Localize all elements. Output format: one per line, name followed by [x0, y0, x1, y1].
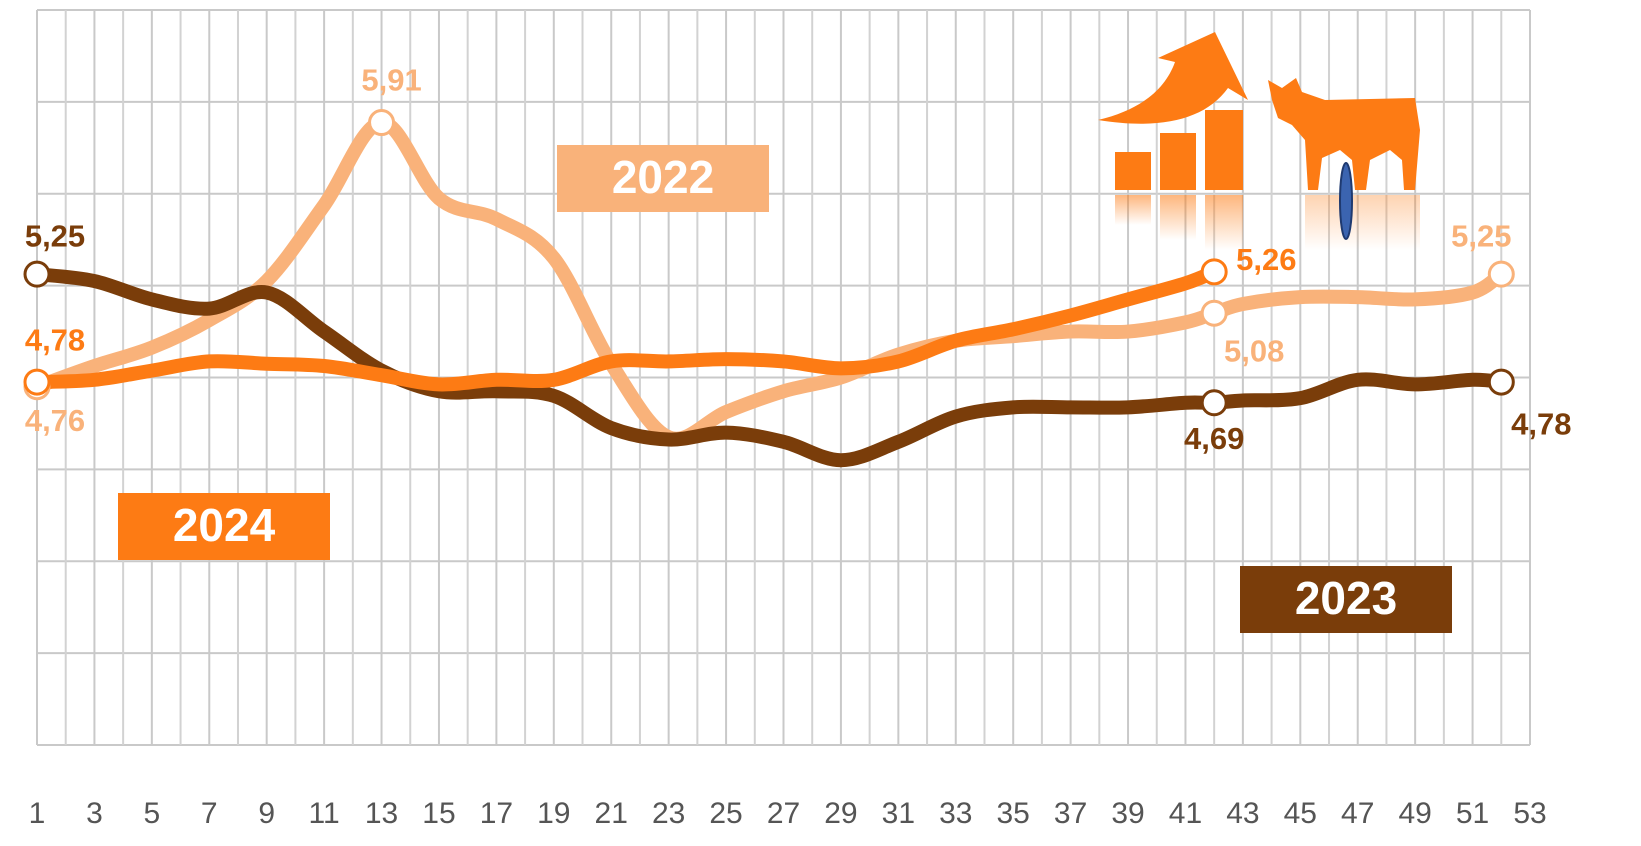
- icon-bar: [1115, 152, 1151, 190]
- point-marker: [23, 368, 51, 396]
- point-marker: [1487, 260, 1515, 288]
- x-tick-label: 5: [144, 797, 161, 830]
- icon-bar: [1160, 133, 1196, 190]
- x-tick-label: 23: [652, 797, 685, 830]
- point-label: 4,76: [25, 403, 85, 438]
- series-line: [30, 264, 1222, 392]
- x-tick-label: 25: [709, 797, 742, 830]
- x-tick-label: 53: [1513, 797, 1546, 830]
- legend-label: 2024: [173, 499, 276, 551]
- legend-label: 2022: [612, 151, 714, 203]
- x-tick-label: 11: [309, 797, 340, 830]
- x-tick-label: 51: [1456, 797, 1489, 830]
- series-line: [30, 267, 1509, 468]
- icon-reflection: [1205, 195, 1243, 250]
- x-axis: 1 3 5 7 9 11 13 15 17 19 21 23 25 27 29 31 33 35 37 39 41 43 4…: [29, 797, 1547, 830]
- point-marker: [1487, 368, 1515, 396]
- x-tick-label: 33: [939, 797, 972, 830]
- lines: [30, 115, 1509, 468]
- legend-label: 2023: [1295, 572, 1397, 624]
- icon-reflection: [1305, 195, 1420, 250]
- x-tick-label: 15: [422, 797, 455, 830]
- x-tick-label: 47: [1341, 797, 1374, 830]
- x-tick-label: 31: [882, 797, 915, 830]
- x-tick-label: 39: [1111, 797, 1144, 830]
- x-tick-label: 7: [201, 797, 218, 830]
- legend: 2022 2023 2024: [118, 145, 1452, 633]
- x-tick-label: 27: [767, 797, 800, 830]
- x-tick-label: 21: [595, 797, 628, 830]
- points: 4,76 5,91 5,08 5,25 5,25 4,69 4,78 4,78 5,26: [23, 63, 1571, 456]
- legend-swatch: [118, 493, 330, 560]
- point-label: 5,25: [25, 218, 85, 253]
- x-tick-label: 41: [1169, 797, 1202, 830]
- point-marker: [1200, 389, 1228, 417]
- x-tick-label: 1: [29, 797, 46, 830]
- point-label: 5,26: [1236, 242, 1296, 277]
- x-tick-label: 19: [537, 797, 570, 830]
- legend-swatch: [557, 145, 769, 212]
- x-tick-label: 3: [86, 797, 103, 830]
- point-label: 4,78: [25, 322, 85, 357]
- legend-swatch: [1240, 566, 1452, 633]
- icon-marker: [1339, 162, 1353, 240]
- x-tick-label: 45: [1284, 797, 1317, 830]
- icon-bar: [1205, 110, 1243, 190]
- x-tick-label: 35: [997, 797, 1030, 830]
- point-label: 5,08: [1224, 333, 1284, 368]
- point-marker: [1200, 299, 1228, 327]
- x-tick-label: 37: [1054, 797, 1087, 830]
- icon-arrow: [1098, 32, 1248, 124]
- x-tick-label: 49: [1398, 797, 1431, 830]
- series-line: [30, 115, 1509, 446]
- x-tick-label: 17: [480, 797, 513, 830]
- x-tick-label: 43: [1226, 797, 1259, 830]
- point-label: 4,69: [1184, 421, 1244, 456]
- x-tick-label: 13: [365, 797, 398, 830]
- icon-reflection: [1160, 195, 1196, 240]
- point-label: 5,25: [1451, 218, 1511, 253]
- point-label: 4,78: [1511, 406, 1571, 441]
- x-tick-label: 9: [258, 797, 275, 830]
- point-marker: [23, 260, 51, 288]
- x-tick-label: 29: [824, 797, 857, 830]
- icon: [1098, 32, 1420, 250]
- point-marker: [368, 109, 396, 137]
- point-label: 5,91: [361, 63, 421, 98]
- point-marker: [1200, 258, 1228, 286]
- icon-reflection: [1115, 195, 1151, 225]
- icon-cow: [1268, 78, 1420, 190]
